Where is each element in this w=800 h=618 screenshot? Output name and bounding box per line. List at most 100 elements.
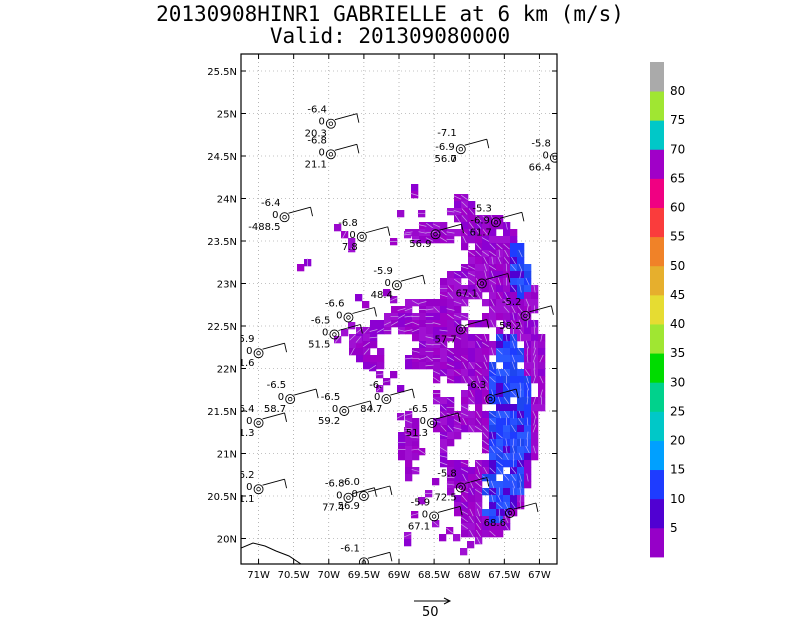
colorbar-segment <box>650 527 664 558</box>
wind-vector <box>498 508 501 517</box>
wind-vector <box>418 342 427 347</box>
wind-barb-staff <box>400 274 424 282</box>
field-pixel <box>482 418 490 426</box>
field-pixel <box>432 478 440 486</box>
wind-vector <box>432 322 441 325</box>
wind-vector <box>503 299 510 306</box>
wind-vector <box>446 356 455 361</box>
wind-vector <box>526 389 529 398</box>
wind-barb-staff <box>464 138 487 146</box>
field-pixel <box>397 385 405 393</box>
field-pixel <box>412 418 420 426</box>
wind-vector <box>512 312 515 321</box>
wind-vector <box>460 461 469 466</box>
wind-vector <box>417 449 426 454</box>
field-pixel <box>475 404 483 412</box>
wind-barb-flag <box>387 226 391 236</box>
field-pixel <box>468 355 476 363</box>
y-tick-label: 22.5N <box>207 322 237 333</box>
wind-vector <box>497 256 502 265</box>
wind-vector <box>504 515 509 524</box>
wind-vector <box>446 210 455 213</box>
field-pixel <box>412 453 420 461</box>
wind-vector <box>363 341 370 348</box>
wind-barb-flag <box>486 477 490 487</box>
wind-vector <box>390 321 399 326</box>
field-pixel <box>405 446 413 454</box>
wind-vector <box>475 250 482 257</box>
field-pixel <box>531 292 539 300</box>
colorbar-label: 50 <box>670 259 685 273</box>
wind-vector <box>468 278 475 285</box>
wind-vector <box>539 354 544 363</box>
wind-vector <box>532 354 537 363</box>
wind-vector <box>476 340 481 349</box>
wind-vector <box>410 513 419 516</box>
wind-vector <box>446 363 455 368</box>
field-pixel <box>524 327 532 335</box>
field-pixel <box>496 236 504 244</box>
wind-vector <box>476 536 481 545</box>
wind-vector <box>526 305 529 314</box>
station-value: 56.9 <box>409 239 431 250</box>
wind-vector <box>533 417 536 426</box>
wind-vector <box>504 410 509 419</box>
wind-barb-staff <box>348 400 371 408</box>
field-pixel <box>454 509 462 517</box>
field-pixel <box>433 348 441 356</box>
field-pixel <box>503 236 511 244</box>
wind-vector <box>376 328 385 333</box>
field-pixel <box>447 327 455 335</box>
field-pixel <box>439 534 447 542</box>
station-marker-inner <box>431 514 437 519</box>
wind-vector <box>476 291 481 300</box>
wind-vector <box>440 404 447 411</box>
wind-vector <box>439 329 448 332</box>
wind-vector <box>491 389 494 398</box>
field-pixel <box>524 411 532 419</box>
field-pixel <box>412 334 420 342</box>
field-pixel <box>475 390 483 398</box>
wind-vector <box>468 222 475 229</box>
station-marker-inner <box>282 214 287 220</box>
field-pixel <box>489 523 497 531</box>
field-pixel <box>370 355 378 363</box>
field-pixel <box>412 439 420 447</box>
wind-barb-staff <box>338 324 361 331</box>
colorbar-label: 40 <box>670 317 685 331</box>
station-value: -6.5 <box>267 380 287 391</box>
wind-vector <box>453 272 462 277</box>
wind-vector <box>491 431 494 440</box>
wind-vector <box>440 369 447 376</box>
wind-barb-staff <box>435 412 459 420</box>
wind-vector <box>468 376 475 383</box>
wind-barb-staff <box>485 273 508 280</box>
field-pixel <box>405 453 413 461</box>
field-pixel <box>412 425 420 433</box>
wind-barb-flag <box>457 412 461 422</box>
field-pixel <box>454 495 462 503</box>
field-pixel <box>517 467 525 475</box>
wind-vector <box>375 373 384 376</box>
wind-vector <box>518 263 523 272</box>
wind-vector <box>396 414 405 419</box>
colorbar-segment <box>650 265 664 296</box>
wind-vector <box>460 405 469 410</box>
station-value: 0 <box>420 416 426 427</box>
field-pixel <box>405 474 413 482</box>
wind-vector <box>498 249 501 258</box>
wind-vector <box>468 425 475 432</box>
wind-vector <box>532 375 537 384</box>
field-pixel <box>363 355 371 363</box>
station-value: -6.8 <box>325 479 345 490</box>
station-marker <box>358 491 369 501</box>
wind-vector <box>446 527 453 534</box>
colorbar-label: 35 <box>670 346 685 360</box>
field-pixel <box>454 467 462 475</box>
wind-vector <box>476 508 481 517</box>
field-pixel <box>496 439 504 447</box>
wind-vector <box>460 510 469 515</box>
field-pixel <box>454 327 462 335</box>
wind-vector <box>475 460 482 467</box>
x-tick-label: 70.5W <box>278 570 310 581</box>
